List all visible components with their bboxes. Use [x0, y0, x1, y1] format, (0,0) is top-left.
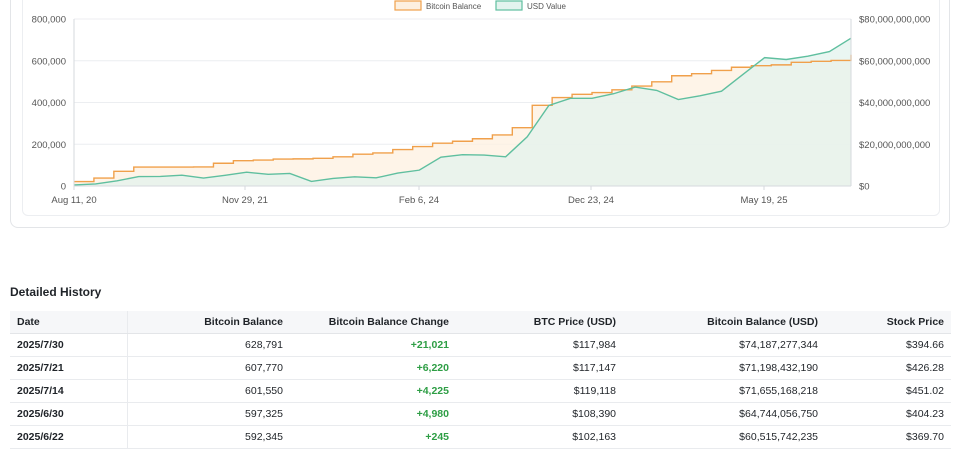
column-header-balance-usd[interactable]: Bitcoin Balance (USD): [623, 311, 825, 334]
cell-balance-usd: $74,187,277,344: [623, 333, 825, 357]
cell-date: 2025/6/22: [10, 425, 128, 449]
cell-stock-price: $451.02: [825, 379, 951, 403]
column-header-date[interactable]: Date: [10, 311, 128, 334]
cell-balance-usd: $71,198,432,190: [623, 356, 825, 380]
column-header-stock-price[interactable]: Stock Price: [825, 311, 951, 334]
cell-balance-usd: $60,515,742,235: [623, 425, 825, 449]
usd-value-area: [74, 38, 851, 186]
bitcoin-balance-legend-swatch: [394, 0, 422, 11]
y-right-tick-label: $0: [859, 182, 870, 193]
cell-stock-price: $404.23: [825, 402, 951, 426]
usd-value-legend-label: USD Value: [527, 2, 567, 11]
cell-balance-usd: $71,655,168,218: [623, 379, 825, 403]
cell-bitcoin-balance: 628,791: [127, 333, 290, 357]
x-tick-label: Aug 11, 20: [51, 195, 96, 206]
y-right-tick-label: $60,000,000,000: [859, 56, 930, 67]
bitcoin-holdings-chart: 0 200,000 400,000 600,000 800,000 $0 $20,000,0…: [32, 0, 930, 206]
table-row: 2025/6/30 597,325 +4,980 $108,390 $64,74…: [10, 402, 951, 426]
cell-date: 2025/7/21: [10, 356, 128, 380]
y-left-tick-label: 800,000: [32, 15, 66, 26]
table-row: 2025/7/30 628,791 +21,021 $117,984 $74,1…: [10, 333, 951, 357]
cell-date: 2025/6/30: [10, 402, 128, 426]
cell-date: 2025/7/30: [10, 333, 128, 357]
cell-bitcoin-balance: 601,550: [127, 379, 290, 403]
table-row: 2025/7/14 601,550 +4,225 $119,118 $71,65…: [10, 379, 951, 403]
y-left-tick-label: 400,000: [32, 98, 66, 109]
usd-value-line: [73, 37, 852, 186]
table-header-row: Date Bitcoin Balance Bitcoin Balance Cha…: [10, 311, 951, 334]
y-right-tick-label: $20,000,000,000: [859, 140, 930, 151]
y-left-tick-label: 600,000: [32, 56, 66, 67]
column-header-bitcoin-balance[interactable]: Bitcoin Balance: [127, 311, 290, 334]
cell-bitcoin-balance: 607,770: [127, 356, 290, 380]
cell-btc-price: $117,984: [456, 333, 623, 357]
cell-balance-change: +6,220: [290, 356, 456, 380]
cell-bitcoin-balance: 597,325: [127, 402, 290, 426]
history-table: Date Bitcoin Balance Bitcoin Balance Cha…: [10, 311, 951, 449]
cell-balance-change: +21,021: [290, 333, 456, 357]
cell-balance-usd: $64,744,056,750: [623, 402, 825, 426]
cell-balance-change: +4,225: [290, 379, 456, 403]
cell-stock-price: $394.66: [825, 333, 951, 357]
cell-btc-price: $108,390: [456, 402, 623, 426]
column-header-btc-price[interactable]: BTC Price (USD): [456, 311, 623, 334]
table-row: 2025/6/22 592,345 +245 $102,163 $60,515,…: [10, 425, 951, 449]
y-right-tick-label: $80,000,000,000: [859, 15, 930, 26]
cell-bitcoin-balance: 592,345: [127, 425, 290, 449]
cell-date: 2025/7/14: [10, 379, 128, 403]
chart-panel: 0 200,000 400,000 600,000 800,000 $0 $20,000,0…: [22, 0, 940, 216]
x-tick-label: Dec 23, 24: [568, 195, 614, 206]
cell-stock-price: $369.70: [825, 425, 951, 449]
cell-balance-change: +245: [290, 425, 456, 449]
y-left-tick-label: 0: [61, 182, 66, 193]
column-header-balance-change[interactable]: Bitcoin Balance Change: [290, 311, 456, 334]
table-row: 2025/7/21 607,770 +6,220 $117,147 $71,19…: [10, 356, 951, 380]
cell-stock-price: $426.28: [825, 356, 951, 380]
cell-balance-change: +4,980: [290, 402, 456, 426]
cell-btc-price: $117,147: [456, 356, 623, 380]
x-tick-label: Feb 6, 24: [399, 195, 439, 206]
x-tick-label: Nov 29, 21: [222, 195, 268, 206]
y-right-tick-label: $40,000,000,000: [859, 98, 930, 109]
cell-btc-price: $102,163: [456, 425, 623, 449]
y-left-tick-label: 200,000: [32, 140, 66, 151]
cell-btc-price: $119,118: [456, 379, 623, 403]
section-title-detailed-history: Detailed History: [10, 285, 102, 299]
bitcoin-balance-legend-label: Bitcoin Balance: [426, 2, 482, 11]
bitcoin-balance-line: [74, 54, 852, 183]
usd-value-legend-swatch: [495, 0, 523, 11]
x-tick-label: May 19, 25: [741, 195, 788, 206]
